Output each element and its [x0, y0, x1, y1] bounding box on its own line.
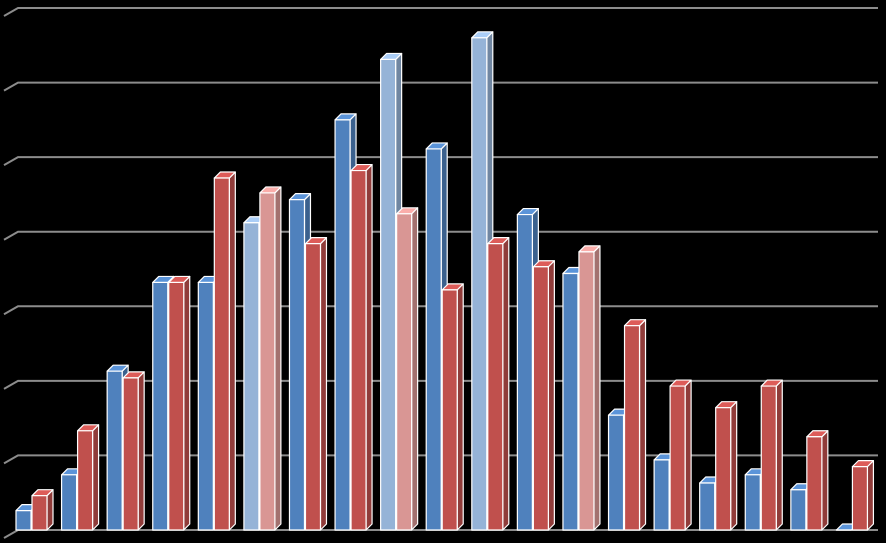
bar-side — [274, 186, 282, 531]
bar-front — [487, 243, 504, 531]
bar-front — [213, 177, 230, 531]
bar — [259, 186, 282, 531]
bar-front — [259, 192, 276, 531]
bar — [304, 237, 328, 531]
bar-side — [638, 319, 647, 531]
bar — [715, 401, 738, 531]
bar — [441, 283, 464, 531]
bar-side — [411, 207, 419, 531]
bar — [669, 379, 692, 531]
bar-side — [91, 424, 100, 531]
bar-side — [228, 171, 236, 531]
bar-side — [502, 237, 510, 531]
grid-line — [3, 156, 878, 167]
bar — [350, 163, 373, 531]
bar-side — [593, 245, 601, 531]
bar — [76, 424, 100, 531]
bar-front — [607, 414, 625, 531]
bar-front — [197, 281, 214, 531]
bar-front — [168, 281, 185, 531]
bar — [122, 371, 145, 531]
bar-side — [547, 260, 555, 531]
bar-front — [532, 266, 549, 531]
bar — [396, 207, 419, 531]
bar-front — [715, 407, 732, 531]
bar-front — [806, 436, 823, 531]
bar-side — [684, 379, 692, 531]
bar-front — [562, 272, 579, 531]
bar-front — [122, 377, 139, 531]
bar-front — [396, 213, 413, 531]
bar-front — [106, 370, 123, 531]
bar-front — [653, 459, 670, 531]
grid-line — [3, 81, 878, 92]
bar-front — [578, 251, 595, 531]
bar-front — [380, 58, 397, 531]
bar-front — [744, 474, 761, 531]
bar — [487, 237, 510, 531]
bar — [851, 460, 875, 531]
bar-front — [76, 430, 94, 531]
bar-front — [669, 385, 686, 531]
bar-side — [456, 283, 464, 531]
bar — [168, 275, 191, 531]
bar-front — [623, 325, 641, 531]
bar-front — [851, 466, 869, 531]
bar — [760, 379, 783, 531]
bar-front — [288, 199, 306, 531]
bar-front — [425, 148, 442, 531]
bar-side — [775, 379, 783, 531]
bar-front — [441, 289, 458, 531]
bar — [213, 171, 236, 531]
bar-side — [183, 275, 191, 531]
bar-side — [365, 163, 373, 531]
bar-front — [152, 281, 169, 531]
bar-side — [730, 401, 738, 531]
bar-side — [319, 237, 328, 531]
bar-side — [821, 430, 829, 531]
bar-front — [760, 385, 777, 531]
grid-line — [3, 230, 878, 241]
bar-front — [790, 489, 807, 531]
grid-line — [3, 529, 878, 539]
bar-front — [350, 169, 367, 531]
bar-front — [699, 482, 716, 531]
bar — [806, 430, 829, 531]
bar-side — [137, 371, 145, 531]
bar — [578, 245, 601, 531]
bar-front — [15, 510, 32, 531]
bar — [31, 489, 54, 531]
bar-front — [60, 474, 78, 531]
bar-front — [516, 213, 533, 531]
bar-side — [46, 489, 54, 531]
bar-front — [243, 222, 260, 531]
bar-side — [866, 460, 875, 531]
bar-front — [304, 243, 322, 531]
bar — [532, 260, 555, 531]
bar-front — [31, 495, 48, 531]
bar-front — [334, 119, 351, 531]
grid-line — [3, 7, 878, 17]
bar-front — [471, 37, 488, 531]
bar — [623, 319, 647, 531]
